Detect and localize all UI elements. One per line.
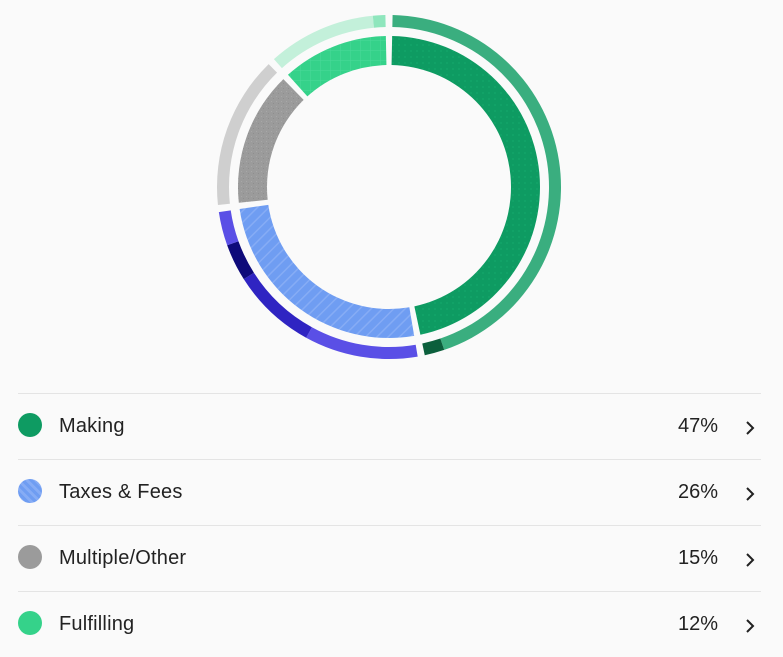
legend-label: Fulfilling xyxy=(59,613,135,635)
inner-slice-multiple-other-2[interactable] xyxy=(238,79,304,203)
chevron-right-icon xyxy=(746,421,755,435)
outer-slice-fulfilling-8[interactable] xyxy=(372,15,386,28)
legend-label: Making xyxy=(59,415,125,437)
chevron-right-icon xyxy=(746,487,755,501)
outer-slice-taxes-fees-5[interactable] xyxy=(218,210,239,246)
legend-percent: 26% xyxy=(677,481,718,503)
inner-slice-fulfilling-3[interactable] xyxy=(287,36,387,97)
multiple-other-swatch-icon xyxy=(18,545,42,569)
making-swatch-icon xyxy=(18,413,42,437)
chevron-right-icon xyxy=(746,553,755,567)
inner-slice-making-0[interactable] xyxy=(391,36,540,335)
legend: Making 47% Taxes & Fees 26% Multiple/Oth… xyxy=(18,393,761,657)
taxes-fees-swatch-icon xyxy=(18,479,42,503)
outer-slice-fulfilling-7[interactable] xyxy=(273,15,374,69)
outer-slice-making-1[interactable] xyxy=(422,338,445,356)
legend-item-making[interactable]: Making 47% xyxy=(18,393,761,459)
chevron-right-icon xyxy=(746,619,755,633)
donut-chart xyxy=(217,15,562,359)
outer-slice-taxes-fees-3[interactable] xyxy=(243,272,312,338)
legend-percent: 47% xyxy=(677,415,718,437)
legend-percent: 15% xyxy=(677,547,718,569)
outer-ring xyxy=(217,15,562,359)
fulfilling-swatch-icon xyxy=(18,611,42,635)
outer-slice-taxes-fees-2[interactable] xyxy=(306,327,418,359)
legend-item-multiple-other[interactable]: Multiple/Other 15% xyxy=(18,525,761,591)
legend-item-taxes-fees[interactable]: Taxes & Fees 26% xyxy=(18,459,761,525)
legend-label: Taxes & Fees xyxy=(59,481,183,503)
inner-ring xyxy=(238,36,540,338)
legend-item-fulfilling[interactable]: Fulfilling 12% xyxy=(18,591,761,657)
legend-label: Multiple/Other xyxy=(59,547,187,569)
legend-percent: 12% xyxy=(677,613,718,635)
inner-slice-taxes-fees-1[interactable] xyxy=(239,204,415,338)
outer-slice-multiple-other-6[interactable] xyxy=(217,64,278,205)
outer-slice-taxes-fees-4[interactable] xyxy=(227,241,254,280)
